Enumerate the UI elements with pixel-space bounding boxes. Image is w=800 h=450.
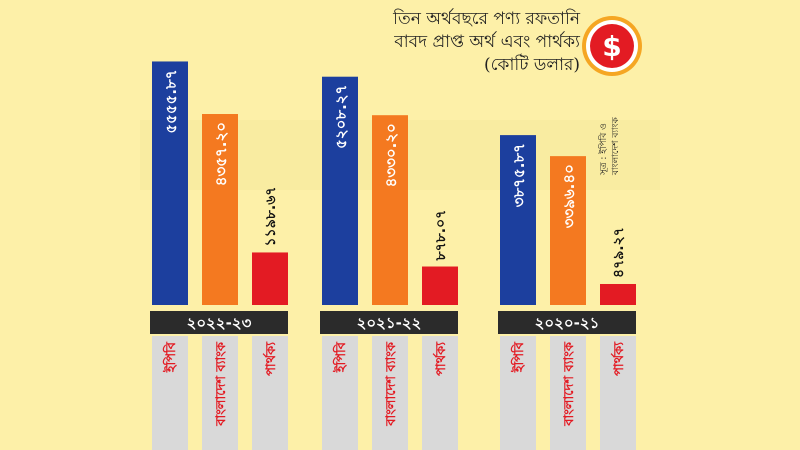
dollar-coin-icon: $ xyxy=(582,16,642,76)
dollar-glyph: $ xyxy=(602,30,621,63)
category-label: বাংলাদেশ ব্যাংক xyxy=(562,341,577,427)
bar-group-2: ৩৮৭৫.৮৭ ৩৩৯৬.৪০ ৪৭৯.২৭ ২০২০-২১ ইপিবি বাংলাদেশ… xyxy=(498,135,636,450)
category-label: ইপিবি xyxy=(332,341,349,373)
bar-value-label: ৪৩৩০.২০ xyxy=(382,123,400,187)
label-column xyxy=(500,336,536,450)
category-label: ইপিবি xyxy=(162,341,179,373)
bar-value-label: ৪৩৫৭.২০ xyxy=(212,122,230,186)
bar-group-0: ৫৫৫৫.৮৭ ৪৩৫৭.২০ ১১৯৮.৬৭ ২০২২-২৩ ইপিবি বাংলাদে… xyxy=(150,61,288,450)
source-note: বাংলাদেশ ব্যাংক xyxy=(611,117,621,176)
bar xyxy=(252,252,288,305)
bar-group-1: ৫২০৮.২৭ ৪৩৩০.২০ ৮৭৮.০৭ ২০২১-২২ ইপিবি বাংলাদেশ… xyxy=(320,76,458,450)
bar xyxy=(322,76,358,305)
label-column xyxy=(202,336,238,450)
bar-value-label: ৫২০৮.২৭ xyxy=(332,85,350,149)
chart-title-line-1: তিন অর্থবছরে পণ্য রফতানি xyxy=(393,9,580,29)
icon-disc xyxy=(590,24,634,68)
label-column xyxy=(372,336,408,450)
chart-title-line-2: বাবদ প্রাপ্ত অর্থ এবং পার্থক্য xyxy=(394,32,580,52)
category-label: ইপিবি xyxy=(510,341,527,373)
bar-value-label: ৪৭৯.২৭ xyxy=(611,227,627,278)
bar xyxy=(372,115,408,305)
category-label: বাংলাদেশ ব্যাংক xyxy=(214,341,229,427)
year-band xyxy=(498,311,636,334)
year-label: ২০২০-২১ xyxy=(535,314,600,332)
label-column xyxy=(322,336,358,450)
category-label: পার্থক্য xyxy=(432,341,449,376)
bar xyxy=(600,283,636,305)
chart-title-line-3: (কোটি ডলার) xyxy=(484,55,580,75)
year-label: ২০২২-২৩ xyxy=(187,314,252,332)
chart-title: তিন অর্থবছরে পণ্য রফতানি বাবদ প্রাপ্ত অর… xyxy=(360,8,580,77)
year-band xyxy=(320,311,458,334)
year-band xyxy=(150,311,288,334)
category-label: বাংলাদেশ ব্যাংক xyxy=(384,341,399,427)
label-column xyxy=(252,336,288,450)
bar-value-label: ৩৮৭৫.৮৭ xyxy=(510,143,528,207)
bar xyxy=(202,114,238,305)
bar xyxy=(152,61,188,305)
source-note: সূত্র : ইপিবি ও xyxy=(598,123,609,176)
bar-value-label: ৩৩৯৬.৪০ xyxy=(560,164,578,228)
bar xyxy=(422,266,458,305)
label-column xyxy=(152,336,188,450)
label-column xyxy=(600,336,636,450)
bar xyxy=(550,156,586,305)
label-column xyxy=(422,336,458,450)
bar-value-label: ১১৯৮.৬৭ xyxy=(263,187,279,247)
year-label: ২০২১-২২ xyxy=(357,314,422,332)
label-column xyxy=(550,336,586,450)
bar xyxy=(500,135,536,305)
bar-value-label: ৮৭৮.০৭ xyxy=(433,210,449,262)
category-label: পার্থক্য xyxy=(610,341,627,376)
bar-value-label: ৫৫৫৫.৮৭ xyxy=(162,69,180,133)
category-label: পার্থক্য xyxy=(262,341,279,376)
